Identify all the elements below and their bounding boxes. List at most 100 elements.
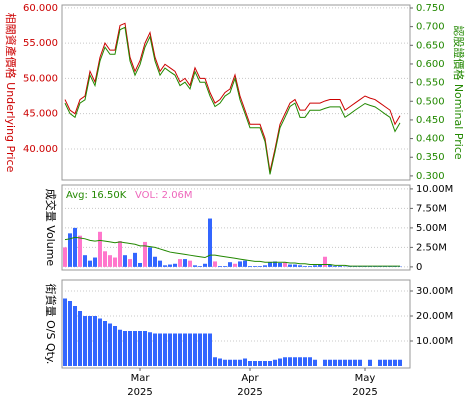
bar [323,359,327,366]
bar [253,266,257,267]
bar [278,358,282,366]
y-tick-label: 45.000 [23,109,58,120]
series-line [64,236,400,267]
y-tick-label: 50.000 [23,73,58,84]
bar [298,265,302,267]
bar [313,265,317,267]
bar [83,255,87,267]
bar [63,298,67,366]
bar [263,361,267,366]
x-tick-label: 2025 [352,387,377,398]
y-axis-label: 街貨量 O/S Qty. [44,284,58,365]
bar [398,359,402,366]
y2-tick-label: 0.650 [416,40,445,51]
y-tick-label: 0 [416,262,422,273]
y2-tick-label: 0.300 [416,171,445,182]
bar [118,241,122,267]
x-tick-label: 2025 [237,387,262,398]
bar [188,260,192,267]
bar [108,255,112,267]
bar [388,359,392,366]
bar [63,247,67,267]
bar [378,359,382,366]
bar [78,235,82,267]
bar [78,311,82,366]
series-line [64,26,401,175]
bar [218,358,222,366]
y-tick-label: 40.000 [23,144,58,155]
bar [128,331,132,366]
y-tick-label: 10.00M [416,336,453,347]
bar [153,256,157,267]
y2-tick-label: 0.550 [416,78,445,89]
bar [343,359,347,366]
bar [173,263,177,267]
bar [173,333,177,366]
bar [223,359,227,366]
bar [293,264,297,267]
bar [223,266,227,267]
bar [283,357,287,366]
bar [158,333,162,366]
bar [253,361,257,366]
bar [393,359,397,366]
bar [183,259,187,267]
bar [213,261,217,267]
bar [283,262,287,267]
bar [178,259,182,267]
bar [208,333,212,366]
bar [203,333,207,366]
bar [273,261,277,267]
bar [133,331,137,366]
x-tick-label: Apr [241,373,259,384]
bar [213,357,217,366]
y-tick-label: 30.00M [416,286,453,297]
os-panel-frame [61,279,411,369]
bar [193,265,197,267]
y2-tick-label: 0.350 [416,152,445,163]
y2-axis-label: 認股證價格 Nominal Price [452,25,466,160]
legend-text: Avg: 16.50K [66,190,127,201]
bar [278,262,282,267]
y2-tick-label: 0.750 [416,3,445,14]
x-tick-label: 2025 [127,387,152,398]
y-tick-label: 7.50M [416,203,447,214]
bar [163,265,167,267]
bar [333,359,337,366]
bar [338,266,342,267]
y2-tick-label: 0.400 [416,134,445,145]
bar [148,247,152,267]
bar [258,361,262,366]
bar [288,357,292,366]
bar [163,333,167,366]
bar [338,359,342,366]
bar [73,227,77,267]
bar [203,263,207,267]
bar [198,333,202,366]
bar [103,251,107,267]
bar [308,266,312,267]
bar [98,318,102,366]
bar [318,264,322,267]
bar [258,266,262,267]
bar [228,262,232,267]
y-tick-label: 10.00M [416,184,453,195]
y2-tick-label: 0.600 [416,59,445,70]
price-panel-frame [61,4,411,181]
bar [73,306,77,366]
bar [193,333,197,366]
bar [358,359,362,366]
bar [123,331,127,366]
bar [93,316,97,366]
bar [168,264,172,267]
bar [238,261,242,267]
bar [353,359,357,366]
bar [188,333,192,366]
bar [88,316,92,366]
y-axis-label: 成交量 Volume [44,189,58,267]
x-tick-label: May [355,373,376,384]
bar [298,357,302,366]
bar [143,331,147,366]
